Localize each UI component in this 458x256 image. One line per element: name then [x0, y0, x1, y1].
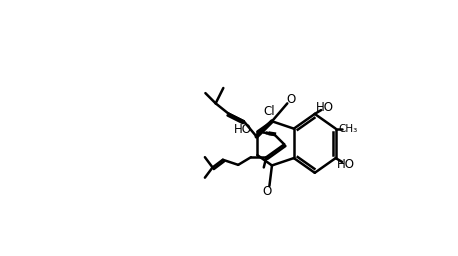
Text: Cl: Cl — [264, 104, 275, 118]
Text: O: O — [287, 93, 296, 106]
Text: CH₃: CH₃ — [339, 124, 358, 134]
Text: O: O — [262, 185, 272, 198]
Text: HO: HO — [234, 123, 252, 135]
Text: HO: HO — [337, 158, 355, 171]
Text: HO: HO — [316, 101, 334, 114]
